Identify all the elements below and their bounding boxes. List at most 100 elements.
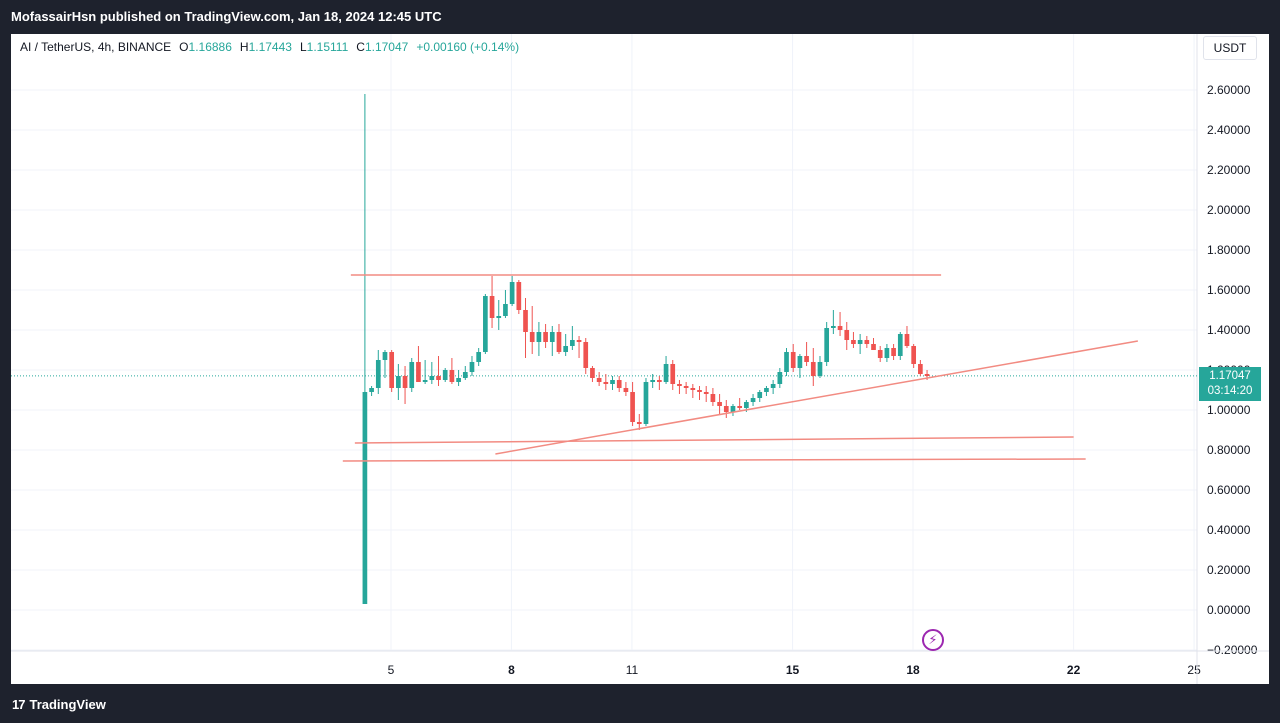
candle-body — [510, 282, 515, 304]
last-price-tag: 1.17047 03:14:20 — [1199, 367, 1261, 401]
candle-body — [490, 296, 495, 318]
candle-body — [523, 310, 528, 332]
candle-body — [731, 406, 736, 412]
candle-body — [751, 398, 756, 402]
bar-countdown: 03:14:20 — [1199, 384, 1261, 399]
candle-body — [858, 340, 863, 344]
y-tick-label: 0.40000 — [1207, 523, 1251, 537]
candle-body — [624, 388, 629, 392]
candle-body — [690, 388, 695, 390]
candle-body — [597, 378, 602, 382]
candle-body — [711, 394, 716, 402]
candle-body — [791, 352, 796, 368]
candle-body — [925, 374, 930, 376]
candle-body — [583, 342, 588, 368]
candle-body — [363, 392, 368, 604]
candle-body — [416, 362, 421, 382]
candle-body — [463, 372, 468, 378]
footer: 17 TradingView — [0, 684, 1280, 723]
candle-body — [550, 332, 555, 342]
candle-body — [684, 386, 689, 388]
candle-body — [557, 332, 562, 352]
candle-body — [590, 368, 595, 378]
candle-body — [771, 384, 776, 388]
high-value: 1.17443 — [249, 40, 292, 54]
candle-body — [496, 316, 501, 318]
publish-header: MofassairHsn published on TradingView.co… — [0, 0, 1280, 34]
candle-body — [657, 380, 662, 382]
candle-body — [724, 406, 729, 412]
candle-body — [737, 406, 742, 408]
candle-body — [617, 380, 622, 388]
publish-info: MofassairHsn published on TradingView.co… — [11, 9, 442, 24]
lightning-icon[interactable]: ⚡ — [922, 629, 944, 651]
y-tick-label: 0.80000 — [1207, 443, 1251, 457]
candle-body — [644, 382, 649, 424]
candle-body — [744, 402, 749, 408]
symbol-label[interactable]: AI / TetherUS, 4h, BINANCE — [20, 40, 171, 54]
candle-body — [677, 384, 682, 386]
candle-body — [918, 364, 923, 374]
candle-body — [543, 332, 548, 342]
candle-body — [577, 340, 582, 342]
open-value: 1.16886 — [189, 40, 232, 54]
candle-body — [804, 356, 809, 362]
tradingview-logo[interactable]: 17 TradingView — [12, 697, 106, 712]
x-tick-label: 5 — [388, 663, 395, 677]
candle-body — [664, 364, 669, 382]
x-tick-label: 11 — [626, 663, 639, 677]
candle-body — [516, 282, 521, 310]
tradingview-logo-icon: 17 — [12, 697, 24, 712]
x-tick-label: 8 — [508, 663, 515, 677]
y-tick-label: 0.00000 — [1207, 603, 1251, 617]
y-tick-label: 1.00000 — [1207, 403, 1251, 417]
candle-body — [503, 304, 508, 316]
candle-body — [456, 378, 461, 382]
candle-body — [483, 296, 488, 352]
y-tick-label: 1.40000 — [1207, 323, 1251, 337]
tradingview-brand-text: TradingView — [29, 697, 105, 712]
chart-area[interactable]: 2.60000 2.40000 2.20000 2.00000 1.80000 1.600… — [11, 34, 1269, 684]
candle-body — [470, 362, 475, 372]
candlestick-chart[interactable]: 2.60000 2.40000 2.20000 2.00000 1.80000 1.600… — [11, 34, 1269, 684]
candle-body — [784, 352, 789, 372]
candle-body — [630, 392, 635, 422]
candle-body — [898, 334, 903, 356]
candle-body — [396, 376, 401, 388]
candle-body — [423, 380, 428, 382]
candle-body — [376, 360, 381, 388]
close-value: 1.17047 — [365, 40, 408, 54]
currency-button[interactable]: USDT — [1203, 36, 1257, 60]
y-tick-label: 0.60000 — [1207, 483, 1251, 497]
low-value: 1.15111 — [307, 40, 349, 54]
candle-body — [871, 344, 876, 350]
y-tick-label: 1.60000 — [1207, 283, 1251, 297]
candle-body — [530, 332, 535, 342]
y-tick-label: 2.20000 — [1207, 163, 1251, 177]
candle-body — [891, 348, 896, 356]
candle-body — [450, 370, 455, 382]
candle-body — [838, 326, 843, 330]
candle-body — [369, 388, 374, 392]
candle-body — [811, 362, 816, 376]
candle-body — [757, 392, 762, 398]
candle-body — [389, 352, 394, 388]
candle-body — [403, 376, 408, 388]
candle-body — [443, 370, 448, 380]
x-tick-label: 25 — [1187, 663, 1201, 677]
candle-body — [637, 422, 642, 424]
candle-body — [650, 380, 655, 382]
candle-body — [429, 376, 434, 380]
candle-body — [818, 362, 823, 376]
x-tick-label: 18 — [906, 663, 920, 677]
candle-body — [824, 328, 829, 362]
y-tick-label: 2.00000 — [1207, 203, 1251, 217]
candle-body — [905, 334, 910, 346]
candle-body — [864, 340, 869, 344]
y-tick-label: 1.80000 — [1207, 243, 1251, 257]
candle-body — [563, 346, 568, 352]
candle-body — [885, 348, 890, 358]
candle-body — [476, 352, 481, 362]
candle-body — [383, 352, 388, 360]
candle-body — [844, 330, 849, 340]
